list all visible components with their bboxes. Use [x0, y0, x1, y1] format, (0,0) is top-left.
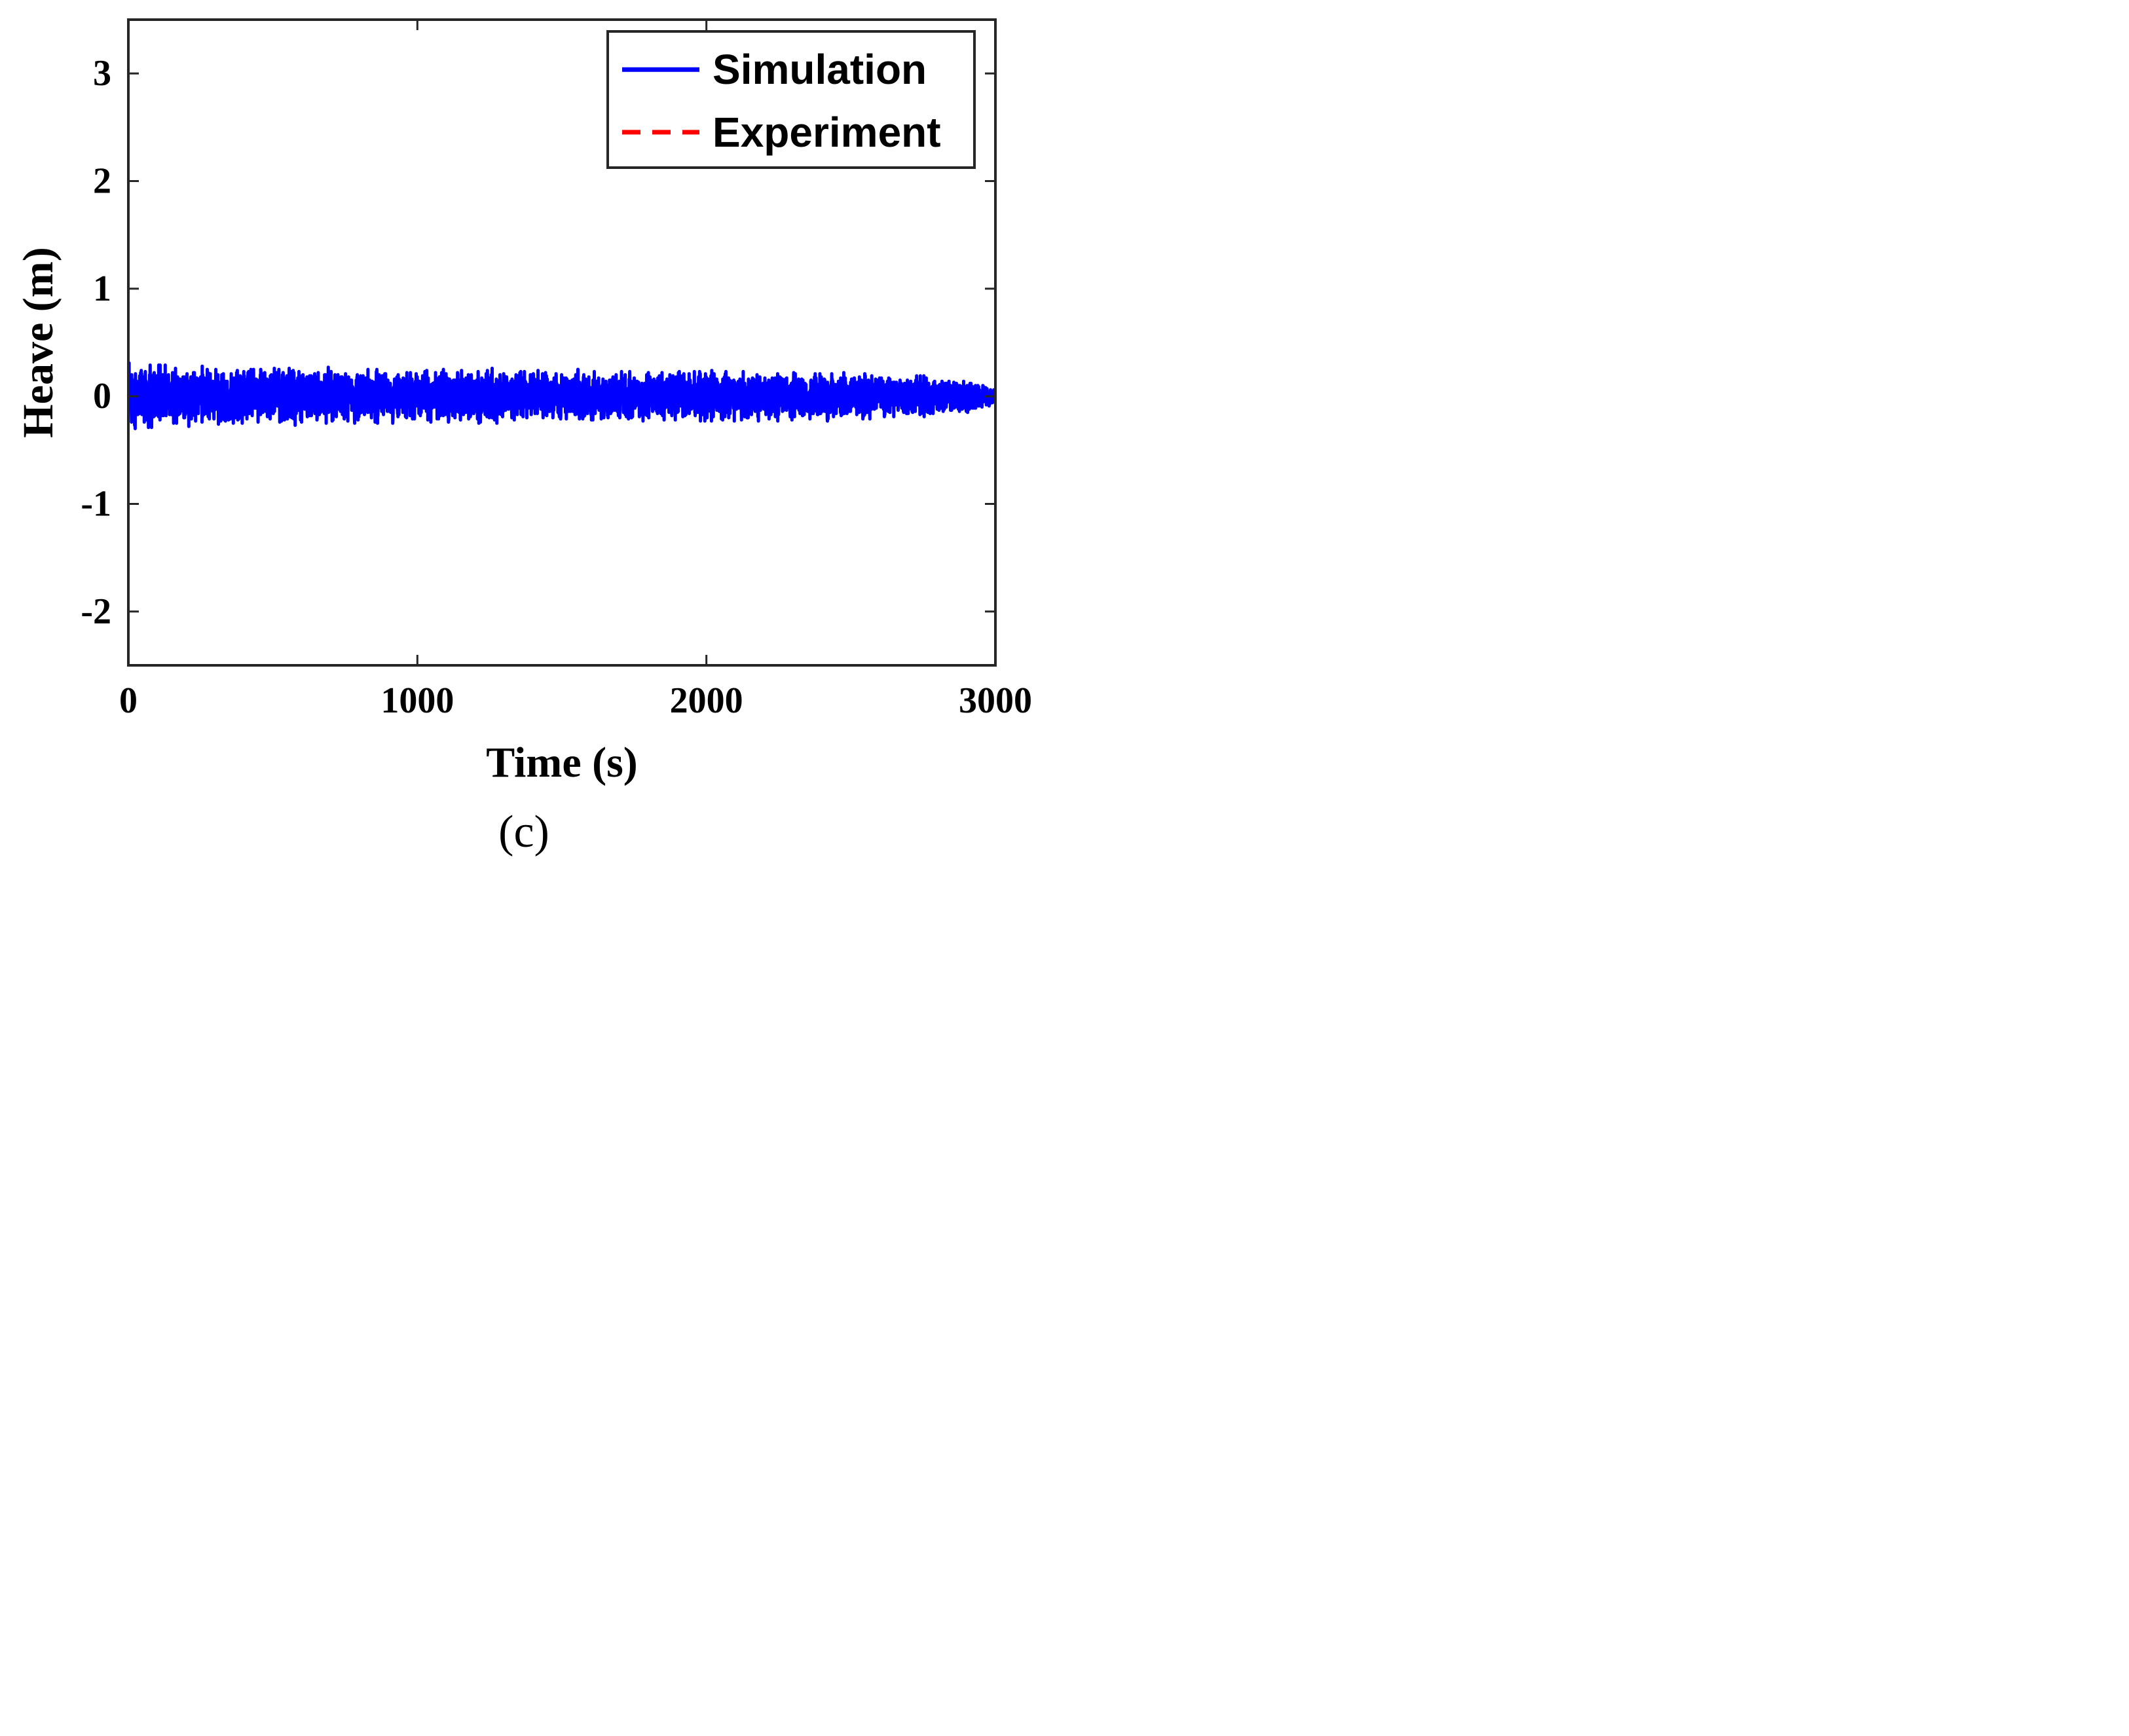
x-axis-label: Time (s)	[486, 739, 638, 786]
x-tick-label: 0	[119, 680, 138, 721]
legend-simulation-label: Simulation	[713, 46, 927, 93]
y-tick-label: 3	[93, 53, 111, 94]
legend-box	[606, 30, 976, 169]
x-tick-label: 3000	[959, 680, 1032, 721]
x-tick-label: 2000	[670, 680, 743, 721]
legend-experiment-label: Experiment	[713, 109, 941, 156]
y-tick-label: 1	[93, 268, 111, 309]
axes-frame	[127, 18, 997, 667]
series-group	[128, 361, 995, 430]
y-tick-label: -1	[81, 484, 111, 525]
y-tick-label: -2	[81, 591, 111, 632]
y-tick-label: 2	[93, 161, 111, 202]
y-tick-label: 0	[93, 376, 111, 416]
legend: Simulation Experiment	[606, 30, 976, 169]
x-tick-label: 1000	[380, 680, 454, 721]
y-axis-label: Heave (m)	[14, 247, 62, 437]
series-simulation	[128, 361, 995, 430]
panel-c: 0 1000 2000 3000 -2 -1 0 1 2 3 Time (s) Heave (m) Si…	[14, 18, 1032, 857]
panel-caption: (c)	[498, 807, 549, 857]
